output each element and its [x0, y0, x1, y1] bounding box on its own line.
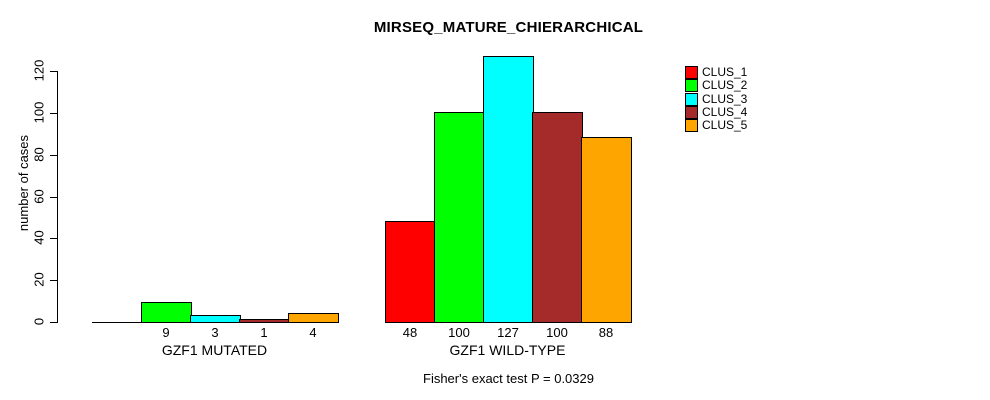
bar-clus_1-group2	[385, 221, 436, 323]
legend-swatch-clus_5	[685, 119, 698, 132]
y-tick-mark	[50, 280, 57, 281]
bar-clus_4-group2	[532, 112, 583, 323]
y-tick-label: 0	[31, 317, 47, 326]
bar-value-label: 127	[497, 325, 519, 340]
y-tick-mark	[50, 322, 57, 323]
y-tick-mark	[50, 71, 57, 72]
y-tick-label: 80	[31, 147, 47, 162]
bar-value-label: 48	[402, 325, 418, 340]
y-axis-line	[57, 71, 58, 323]
legend-swatch-clus_1	[685, 66, 698, 79]
legend-swatch-clus_4	[685, 106, 698, 119]
y-tick-mark	[50, 238, 57, 239]
annotation-fisher-test: Fisher's exact test P = 0.0329	[423, 371, 594, 386]
bar-value-label: 100	[448, 325, 470, 340]
bar-value-label: 4	[309, 325, 317, 340]
legend-label-clus_1: CLUS_1	[702, 65, 748, 79]
bar-value-label: 88	[598, 325, 614, 340]
bar-clus_2-group1	[141, 302, 192, 323]
bar-value-label: 100	[546, 325, 568, 340]
legend-label-clus_3: CLUS_3	[702, 92, 748, 106]
legend-label-clus_4: CLUS_4	[702, 105, 748, 119]
y-tick-label: 40	[31, 230, 47, 245]
y-tick-label: 100	[31, 101, 47, 124]
y-axis-label: number of cases	[16, 134, 31, 232]
bar-value-label: 9	[162, 325, 170, 340]
y-tick-label: 20	[31, 272, 47, 287]
legend-swatch-clus_2	[685, 79, 698, 92]
bar-clus_2-group2	[434, 112, 485, 323]
bar-clus_5-group1	[288, 313, 339, 323]
bar-value-label: 3	[211, 325, 219, 340]
y-tick-mark	[50, 113, 57, 114]
bar-clus_5-group2	[581, 137, 632, 323]
bar-clus_4-group1	[239, 319, 290, 323]
group-label-1: GZF1 MUTATED	[161, 342, 268, 358]
legend-swatch-clus_3	[685, 93, 698, 106]
group-label-2: GZF1 WILD-TYPE	[449, 342, 566, 358]
legend-label-clus_2: CLUS_2	[702, 78, 748, 92]
bar-clus_3-group1	[190, 315, 241, 323]
chart-title: MIRSEQ_MATURE_CHIERARCHICAL	[373, 19, 644, 36]
legend-label-clus_5: CLUS_5	[702, 118, 748, 132]
bar-clus_3-group2	[483, 56, 534, 323]
bar-value-label: 1	[260, 325, 268, 340]
y-tick-label: 60	[31, 189, 47, 204]
y-tick-mark	[50, 155, 57, 156]
y-tick-mark	[50, 197, 57, 198]
y-tick-label: 120	[31, 59, 47, 82]
